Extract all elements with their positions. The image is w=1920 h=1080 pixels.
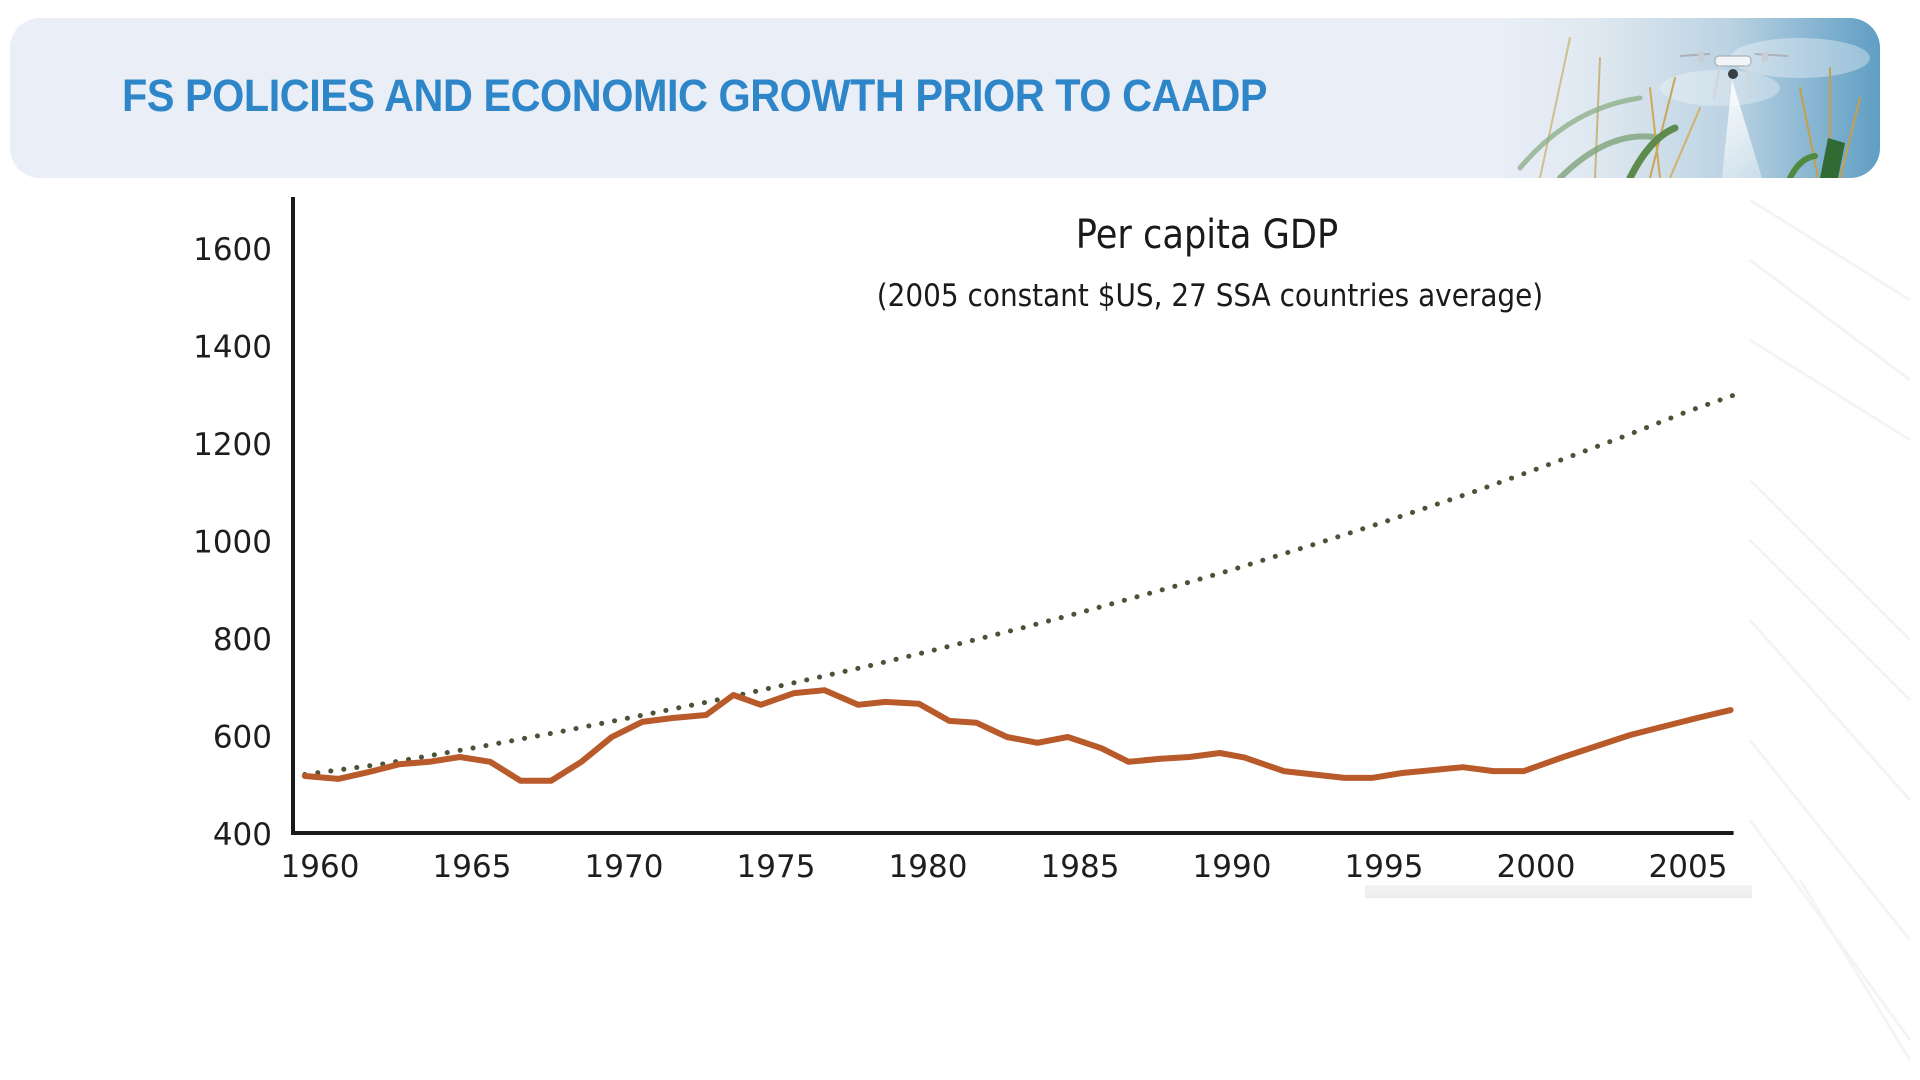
actual-gdp-line [301, 687, 1734, 784]
x-tick-label: 1975 [737, 849, 816, 885]
header-band: FS POLICIES AND ECONOMIC GROWTH PRIOR TO… [10, 18, 1880, 178]
y-tick-label: 800 [213, 622, 272, 658]
x-tick-label: 2000 [1497, 849, 1576, 885]
slide-title: FS POLICIES AND ECONOMIC GROWTH PRIOR TO… [122, 70, 1267, 121]
y-axis-ticks: 400 600 800 1000 1200 1400 1600 [193, 232, 272, 853]
x-tick-label: 2005 [1649, 849, 1728, 885]
drone-over-maize-photo [1500, 18, 1880, 178]
x-tick-label: 1970 [585, 849, 664, 885]
y-tick-label: 1600 [193, 232, 272, 268]
x-axis-ticks: 1960 1965 1970 1975 1980 1985 1990 1995 2000 2005 [281, 849, 1728, 885]
y-tick-label: 1200 [193, 427, 272, 463]
series-layer [301, 392, 1737, 784]
x-tick-label: 1965 [433, 849, 512, 885]
image-edge-shadow [1365, 885, 1752, 898]
trend-line-dotted [302, 392, 1737, 777]
y-tick-label: 1400 [193, 330, 272, 366]
y-tick-label: 1000 [193, 525, 272, 561]
x-tick-label: 1990 [1193, 849, 1272, 885]
y-tick-label: 400 [213, 817, 272, 853]
drone-icon [1679, 52, 1789, 99]
chart-title: Per capita GDP [1075, 212, 1339, 258]
x-tick-label: 1995 [1345, 849, 1424, 885]
chart-subtitle: (2005 constant $US, 27 SSA countries ave… [876, 278, 1544, 314]
x-tick-label: 1985 [1041, 849, 1120, 885]
x-tick-label: 1980 [889, 849, 968, 885]
scan-beam [1722, 80, 1762, 178]
x-tick-label: 1960 [281, 849, 360, 885]
y-tick-label: 600 [213, 720, 272, 756]
maize-plants [1517, 37, 1861, 178]
background-decoration [1748, 198, 1912, 1061]
